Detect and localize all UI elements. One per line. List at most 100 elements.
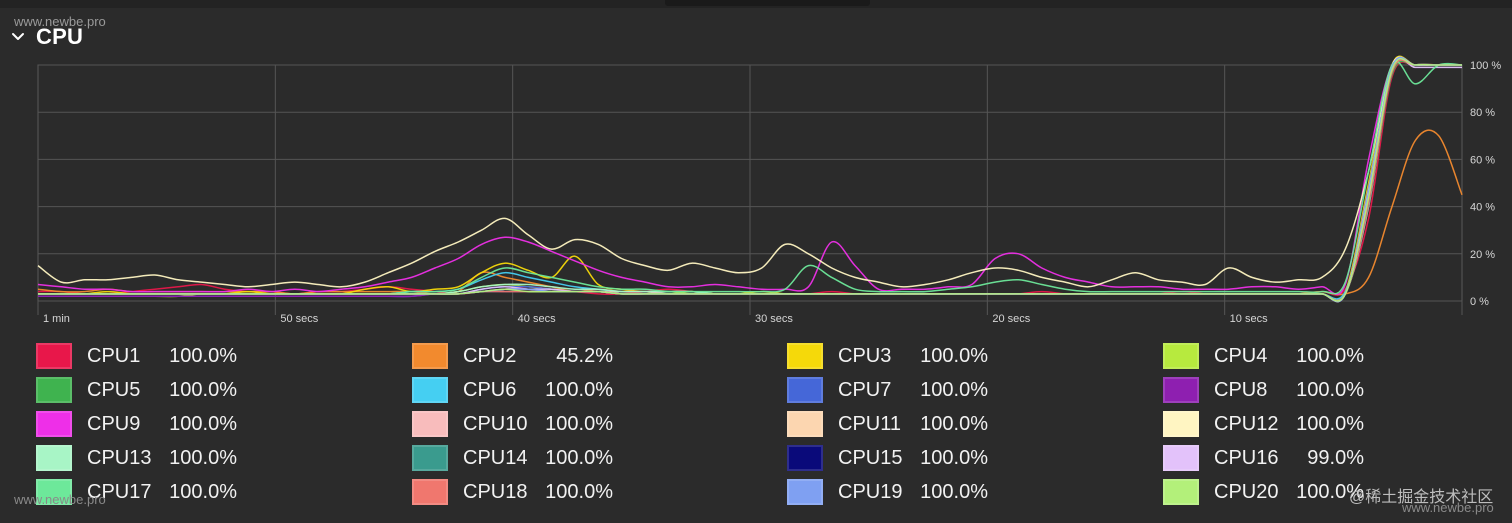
legend-value: 100.0% (169, 412, 237, 435)
x-tick-label: 40 secs (518, 313, 556, 325)
legend-swatch (787, 343, 823, 369)
x-tick-label: 20 secs (992, 313, 1030, 325)
x-tick-label: 30 secs (755, 313, 793, 325)
legend-swatch (36, 377, 72, 403)
x-tick-label: 1 min (43, 313, 70, 325)
legend-label: CPU16 (1214, 446, 1279, 469)
legend-swatch (36, 343, 72, 369)
legend-item-cpu3[interactable]: CPU3 100.0% (787, 341, 988, 371)
watermark-bottom-right: www.newbe.pro (1402, 500, 1494, 515)
x-tick-label: 10 secs (1230, 313, 1268, 325)
legend-swatch (787, 377, 823, 403)
legend-item-cpu17[interactable]: CPU17 100.0% (36, 477, 237, 507)
legend-item-cpu7[interactable]: CPU7 100.0% (787, 375, 988, 405)
legend-item-cpu2[interactable]: CPU2 45.2% (412, 341, 613, 371)
legend-swatch (1163, 377, 1199, 403)
legend-label: CPU20 (1214, 480, 1279, 503)
legend-swatch (1163, 343, 1199, 369)
legend-item-cpu10[interactable]: CPU10 100.0% (412, 409, 613, 439)
legend-label: CPU4 (1214, 344, 1268, 367)
legend-label: CPU15 (838, 446, 903, 469)
window-grab-handle[interactable] (665, 0, 870, 6)
legend-value: 100.0% (1296, 412, 1364, 435)
legend-swatch (412, 445, 448, 471)
y-tick-label: 0 % (1470, 296, 1489, 308)
chevron-down-icon[interactable] (10, 29, 26, 45)
legend-item-cpu4[interactable]: CPU4 100.0% (1163, 341, 1364, 371)
legend-label: CPU13 (87, 446, 152, 469)
legend-swatch (1163, 445, 1199, 471)
legend-swatch (412, 377, 448, 403)
legend-item-cpu18[interactable]: CPU18 100.0% (412, 477, 613, 507)
legend-label: CPU10 (463, 412, 528, 435)
legend-item-cpu15[interactable]: CPU15 100.0% (787, 443, 988, 473)
y-tick-label: 80 % (1470, 107, 1495, 119)
legend-swatch (36, 411, 72, 437)
legend-item-cpu1[interactable]: CPU1 100.0% (36, 341, 237, 371)
legend-item-cpu14[interactable]: CPU14 100.0% (412, 443, 613, 473)
legend-value: 100.0% (1296, 480, 1364, 503)
cpu-section-header[interactable]: CPU (10, 24, 83, 50)
legend-label: CPU3 (838, 344, 892, 367)
legend-label: CPU19 (838, 480, 903, 503)
legend-swatch (787, 479, 823, 505)
legend-value: 100.0% (920, 412, 988, 435)
legend-item-cpu6[interactable]: CPU6 100.0% (412, 375, 613, 405)
legend-item-cpu9[interactable]: CPU9 100.0% (36, 409, 237, 439)
legend-swatch (787, 411, 823, 437)
cpu-usage-chart: 1 min 50 secs 40 secs 30 secs 20 secs 10 secs… (37, 55, 1501, 325)
window-top-bar (0, 0, 1512, 8)
legend-swatch (412, 343, 448, 369)
legend-label: CPU5 (87, 378, 141, 401)
series-line-cpu9 (37, 57, 1462, 296)
legend-value: 100.0% (920, 446, 988, 469)
legend-item-cpu20[interactable]: CPU20 100.0% (1163, 477, 1364, 507)
legend-value: 100.0% (169, 378, 237, 401)
series-line-cpu12 (37, 56, 1462, 288)
legend-value: 100.0% (1296, 378, 1364, 401)
x-tick-label: 50 secs (280, 313, 318, 325)
series-line-cpu20 (38, 58, 1462, 302)
legend-item-cpu5[interactable]: CPU5 100.0% (36, 375, 237, 405)
legend-swatch (1163, 411, 1199, 437)
watermark-bottom-right-cn: @稀土掘金技术社区 (1349, 489, 1494, 506)
legend-swatch (36, 445, 72, 471)
legend-label: CPU8 (1214, 378, 1268, 401)
legend-value: 100.0% (169, 480, 237, 503)
legend-value: 45.2% (556, 344, 613, 367)
legend-value: 100.0% (169, 344, 237, 367)
legend-label: CPU18 (463, 480, 528, 503)
y-tick-label: 100 % (1470, 60, 1501, 72)
legend-item-cpu19[interactable]: CPU19 100.0% (787, 477, 988, 507)
legend-item-cpu8[interactable]: CPU8 100.0% (1163, 375, 1364, 405)
legend-value: 100.0% (169, 446, 237, 469)
legend-value: 100.0% (920, 344, 988, 367)
legend-value: 100.0% (545, 446, 613, 469)
legend-swatch (412, 479, 448, 505)
watermark-top-left: www.newbe.pro (14, 14, 106, 29)
legend-label: CPU14 (463, 446, 528, 469)
legend-item-cpu12[interactable]: CPU12 100.0% (1163, 409, 1364, 439)
legend-value: 100.0% (920, 378, 988, 401)
legend-item-cpu13[interactable]: CPU13 100.0% (36, 443, 237, 473)
legend-item-cpu11[interactable]: CPU11 100.0% (787, 409, 988, 439)
y-tick-label: 40 % (1470, 202, 1495, 214)
legend-label: CPU7 (838, 378, 892, 401)
watermark-bottom-left: www.newbe.pro (14, 492, 106, 507)
legend-label: CPU9 (87, 412, 141, 435)
section-title: CPU (36, 24, 84, 49)
legend-swatch (1163, 479, 1199, 505)
legend-swatch (787, 445, 823, 471)
legend-label: CPU12 (1214, 412, 1279, 435)
legend-label: CPU17 (87, 480, 152, 503)
legend-value: 100.0% (1296, 344, 1364, 367)
cpu-legend: CPU1 100.0% CPU2 45.2% CPU3 100.0% CPU4 100.0% C… (36, 340, 1506, 515)
legend-item-cpu16[interactable]: CPU16 99.0% (1163, 443, 1364, 473)
legend-swatch (36, 479, 72, 505)
legend-label: CPU6 (463, 378, 517, 401)
legend-label: CPU1 (87, 344, 141, 367)
legend-value: 100.0% (920, 480, 988, 503)
legend-label: CPU2 (463, 344, 517, 367)
legend-label: CPU11 (838, 412, 901, 435)
legend-value: 99.0% (1307, 446, 1364, 469)
